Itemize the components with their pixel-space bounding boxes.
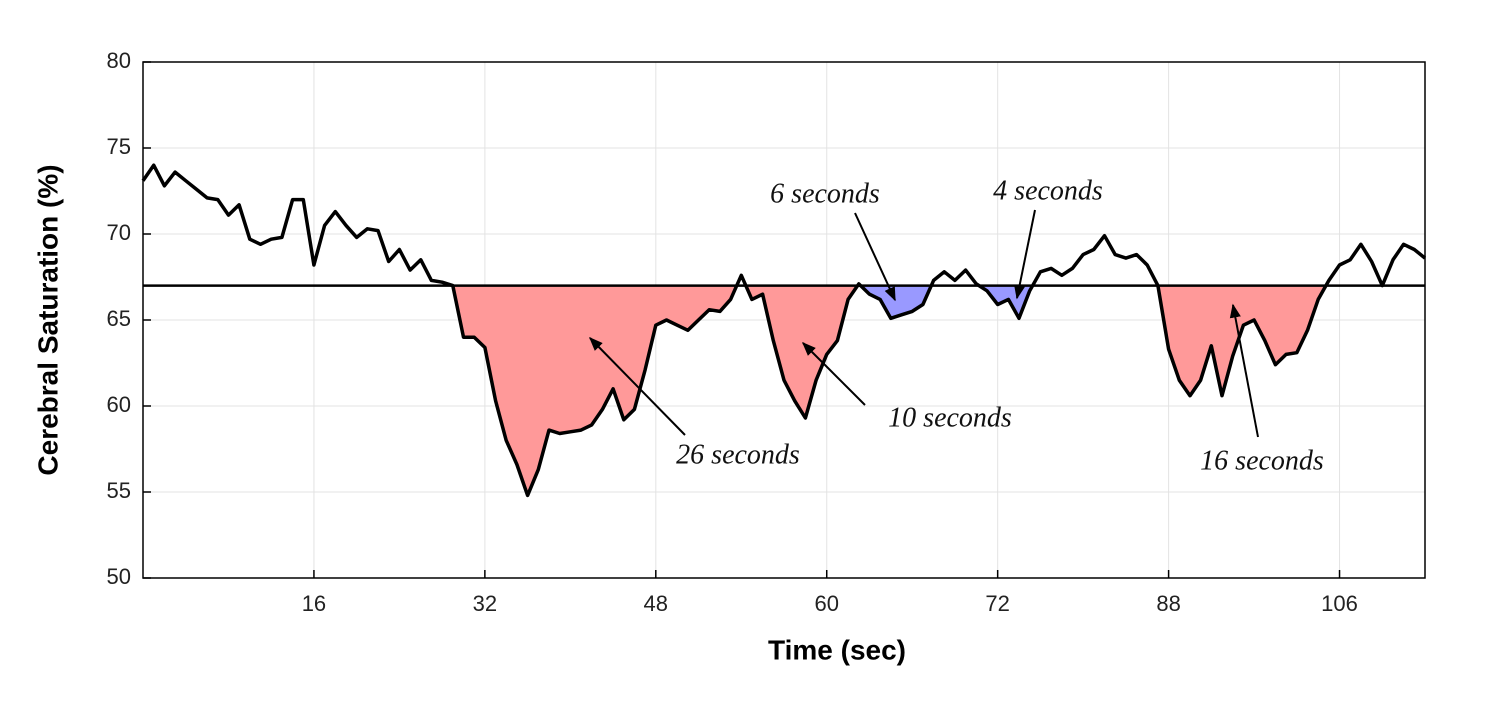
data-line xyxy=(141,163,1427,498)
annotation-arrow xyxy=(854,212,896,302)
x-tick-label: 32 xyxy=(473,591,497,616)
x-axis-label: Time (sec) xyxy=(768,634,906,665)
x-tick-label: 48 xyxy=(644,591,668,616)
annotation-arrow xyxy=(1229,303,1259,438)
y-tick-label: 75 xyxy=(107,134,131,159)
y-tick-label: 50 xyxy=(107,564,131,589)
y-axis-label: Cerebral Saturation (%) xyxy=(32,164,63,475)
below-threshold-area xyxy=(1157,285,1326,396)
x-tick-label: 60 xyxy=(814,591,838,616)
annotation: 26 seconds xyxy=(676,439,800,470)
plot-frame xyxy=(142,61,1426,579)
annotation: 6 seconds xyxy=(770,178,880,209)
annotation-arrow xyxy=(802,342,866,406)
x-tick-label: 72 xyxy=(985,591,1009,616)
y-tick-label: 65 xyxy=(107,306,131,331)
annotation: 16 seconds xyxy=(1200,445,1324,476)
y-tick-label: 55 xyxy=(107,478,131,503)
annotation: 4 seconds xyxy=(993,175,1103,206)
annotation: 10 seconds xyxy=(888,402,1012,433)
y-tick-label: 60 xyxy=(107,392,131,417)
annotation-arrow xyxy=(1014,209,1036,300)
annotation-arrow xyxy=(589,336,686,436)
x-tick-label: 106 xyxy=(1321,591,1358,616)
below-threshold-area xyxy=(745,285,858,419)
y-tick-label: 80 xyxy=(107,48,131,73)
x-tick-label: 88 xyxy=(1156,591,1180,616)
x-tick-label: 16 xyxy=(302,591,326,616)
y-tick-label: 70 xyxy=(107,220,131,245)
below-threshold-area xyxy=(452,285,737,496)
